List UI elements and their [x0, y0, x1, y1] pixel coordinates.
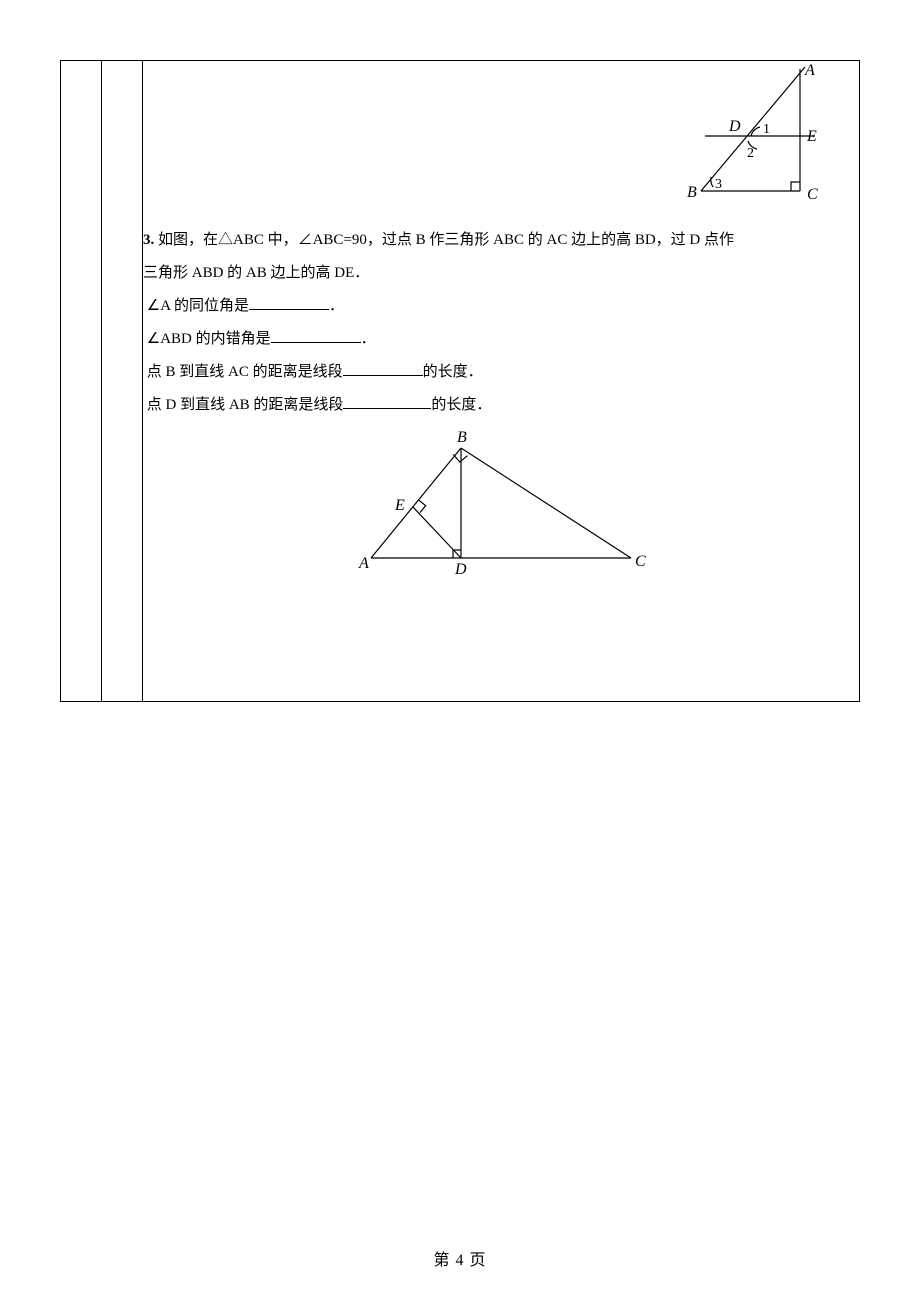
line4-b: 的长度． [431, 397, 491, 413]
problem-intro-line-1: 3. 如图，在△ABC 中，∠ABC=90，过点 B 作三角形 ABC 的 AC… [143, 224, 859, 257]
label2-C: C [635, 553, 646, 570]
label2-B: B [457, 429, 467, 446]
line1-b: ． [329, 298, 344, 314]
intro-text-a: 如图，在△ABC 中，∠ABC=90，过点 B 作三角形 ABC 的 AC 边上… [158, 232, 734, 248]
blank-3 [343, 360, 423, 376]
blank-1 [249, 294, 329, 310]
line2-b: ． [361, 331, 376, 347]
content-cell: A B C D E 1 2 3 3. [143, 61, 860, 702]
column-1 [61, 61, 102, 702]
column-2 [102, 61, 143, 702]
problem-number: 3. [143, 232, 154, 248]
page-footer: 第 4 页 [0, 1246, 920, 1270]
blank-line-2: ∠ABD 的内错角是 ． [143, 323, 859, 356]
intro-text-b: 三角形 ABD 的 AB 边上的高 DE． [143, 265, 369, 281]
label-C: C [807, 186, 818, 203]
blank-line-4: 点 D 到直线 AB 的距离是线段 的长度． [143, 389, 859, 422]
label-angle-2: 2 [747, 146, 754, 161]
blank-4 [343, 393, 431, 409]
figure-2-wrap: A B C D E [143, 428, 859, 583]
figure-2: A B C D E [351, 428, 651, 578]
blank-line-3: 点 B 到直线 AC 的距离是线段 的长度． [143, 356, 859, 389]
line1-a: ∠A 的同位角是 [147, 298, 249, 314]
label-D: D [728, 118, 741, 135]
label2-E: E [394, 497, 405, 514]
label-angle-1: 1 [763, 122, 770, 137]
label2-D: D [454, 561, 467, 578]
label-B: B [687, 184, 697, 201]
label-A: A [804, 62, 815, 79]
page-number: 第 4 页 [433, 1252, 486, 1269]
figure-1-wrap: A B C D E 1 2 3 [143, 61, 859, 216]
blank-line-1: ∠A 的同位角是 ． [143, 290, 859, 323]
label-angle-3: 3 [715, 177, 722, 192]
line3-b: 的长度． [423, 364, 483, 380]
label-E: E [806, 128, 817, 145]
blank-2 [271, 327, 361, 343]
line2-a: ∠ABD 的内错角是 [147, 331, 271, 347]
layout-table: A B C D E 1 2 3 3. [60, 60, 860, 702]
problem-intro-line-2: 三角形 ABD 的 AB 边上的高 DE． [143, 257, 859, 290]
line4-a: 点 D 到直线 AB 的距离是线段 [147, 397, 344, 413]
figure-1: A B C D E 1 2 3 [665, 61, 835, 211]
line3-a: 点 B 到直线 AC 的距离是线段 [147, 364, 343, 380]
label2-A: A [358, 555, 369, 572]
